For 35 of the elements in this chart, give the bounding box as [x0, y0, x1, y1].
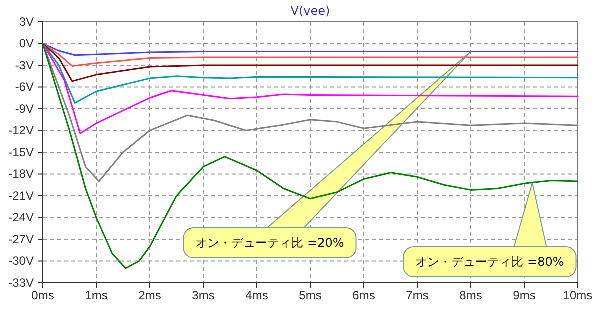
y-tick-label: -18V	[8, 167, 34, 182]
x-tick-label: 3ms	[192, 288, 215, 303]
y-tick-label: 0V	[19, 36, 34, 51]
line-series	[42, 43, 579, 104]
annotation: オン・デューティ比 =80%	[416, 255, 564, 269]
x-tick-label: 6ms	[352, 288, 376, 303]
y-tick-label: -15V	[8, 145, 34, 160]
y-tick-label: -24V	[8, 210, 34, 225]
y-tick-label: -27V	[8, 232, 34, 246]
x-tick-label: 0ms	[32, 288, 54, 303]
y-tick-label: 3V	[19, 14, 34, 29]
y-tick-label: -21V	[8, 188, 34, 203]
line-series	[42, 43, 579, 270]
y-tick-label: -6V	[15, 80, 34, 94]
callout-bubble: オン・デューティ比 =80%	[403, 246, 577, 278]
y-tick-label: -9V	[15, 102, 34, 116]
y-tick-label: -33V	[8, 276, 34, 290]
x-tick-label: 5ms	[299, 288, 322, 303]
line-series	[42, 43, 579, 82]
annotation: オン・デューティ比 =20%	[196, 236, 344, 250]
x-tick-label: 7ms	[406, 288, 429, 303]
line-series	[42, 43, 579, 56]
callout-bubble: オン・デューティ比 =20%	[183, 228, 357, 258]
chart-title: V(vee)	[290, 4, 330, 18]
y-tick-label: -12V	[8, 124, 34, 138]
x-tick-label: 2ms	[138, 288, 162, 303]
y-tick-label: -3V	[15, 58, 34, 72]
x-tick-label: 10ms	[563, 288, 593, 303]
x-tick-label: 1ms	[85, 288, 108, 303]
line-series	[42, 43, 579, 67]
x-tick-label: 8ms	[460, 288, 482, 303]
x-tick-label: 9ms	[513, 288, 536, 303]
y-tick-label: -30V	[8, 254, 34, 268]
x-tick-label: 4ms	[246, 288, 268, 303]
line-series	[42, 43, 579, 134]
